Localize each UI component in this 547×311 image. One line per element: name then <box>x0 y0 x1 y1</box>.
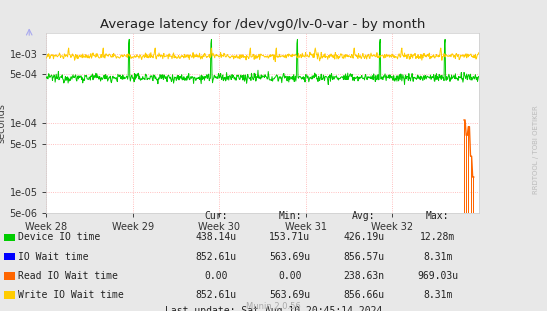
Text: 426.19u: 426.19u <box>343 232 385 242</box>
Text: IO Wait time: IO Wait time <box>18 252 89 262</box>
Text: Write IO Wait time: Write IO Wait time <box>18 290 124 300</box>
Text: 12.28m: 12.28m <box>420 232 455 242</box>
Text: 0.00: 0.00 <box>278 271 301 281</box>
Text: 563.69u: 563.69u <box>269 290 311 300</box>
Text: 852.61u: 852.61u <box>195 290 237 300</box>
Text: 856.57u: 856.57u <box>343 252 385 262</box>
Text: Min:: Min: <box>278 211 301 221</box>
Text: Max:: Max: <box>426 211 449 221</box>
Text: 969.03u: 969.03u <box>417 271 458 281</box>
Text: Munin 2.0.56: Munin 2.0.56 <box>246 301 301 310</box>
Text: Last update: Sat Aug 10 20:45:14 2024: Last update: Sat Aug 10 20:45:14 2024 <box>165 306 382 311</box>
Text: 153.71u: 153.71u <box>269 232 311 242</box>
Text: 8.31m: 8.31m <box>423 290 452 300</box>
Title: Average latency for /dev/vg0/lv-0-var - by month: Average latency for /dev/vg0/lv-0-var - … <box>100 18 425 31</box>
Text: Read IO Wait time: Read IO Wait time <box>18 271 118 281</box>
Text: Cur:: Cur: <box>205 211 228 221</box>
Text: 563.69u: 563.69u <box>269 252 311 262</box>
Text: 856.66u: 856.66u <box>343 290 385 300</box>
Text: Device IO time: Device IO time <box>18 232 100 242</box>
Text: RRDTOOL / TOBI OETIKER: RRDTOOL / TOBI OETIKER <box>533 105 539 194</box>
Text: 238.63n: 238.63n <box>343 271 385 281</box>
Text: 438.14u: 438.14u <box>195 232 237 242</box>
Text: Avg:: Avg: <box>352 211 375 221</box>
Text: 852.61u: 852.61u <box>195 252 237 262</box>
Text: 8.31m: 8.31m <box>423 252 452 262</box>
Y-axis label: seconds: seconds <box>0 103 7 143</box>
Text: 0.00: 0.00 <box>205 271 228 281</box>
